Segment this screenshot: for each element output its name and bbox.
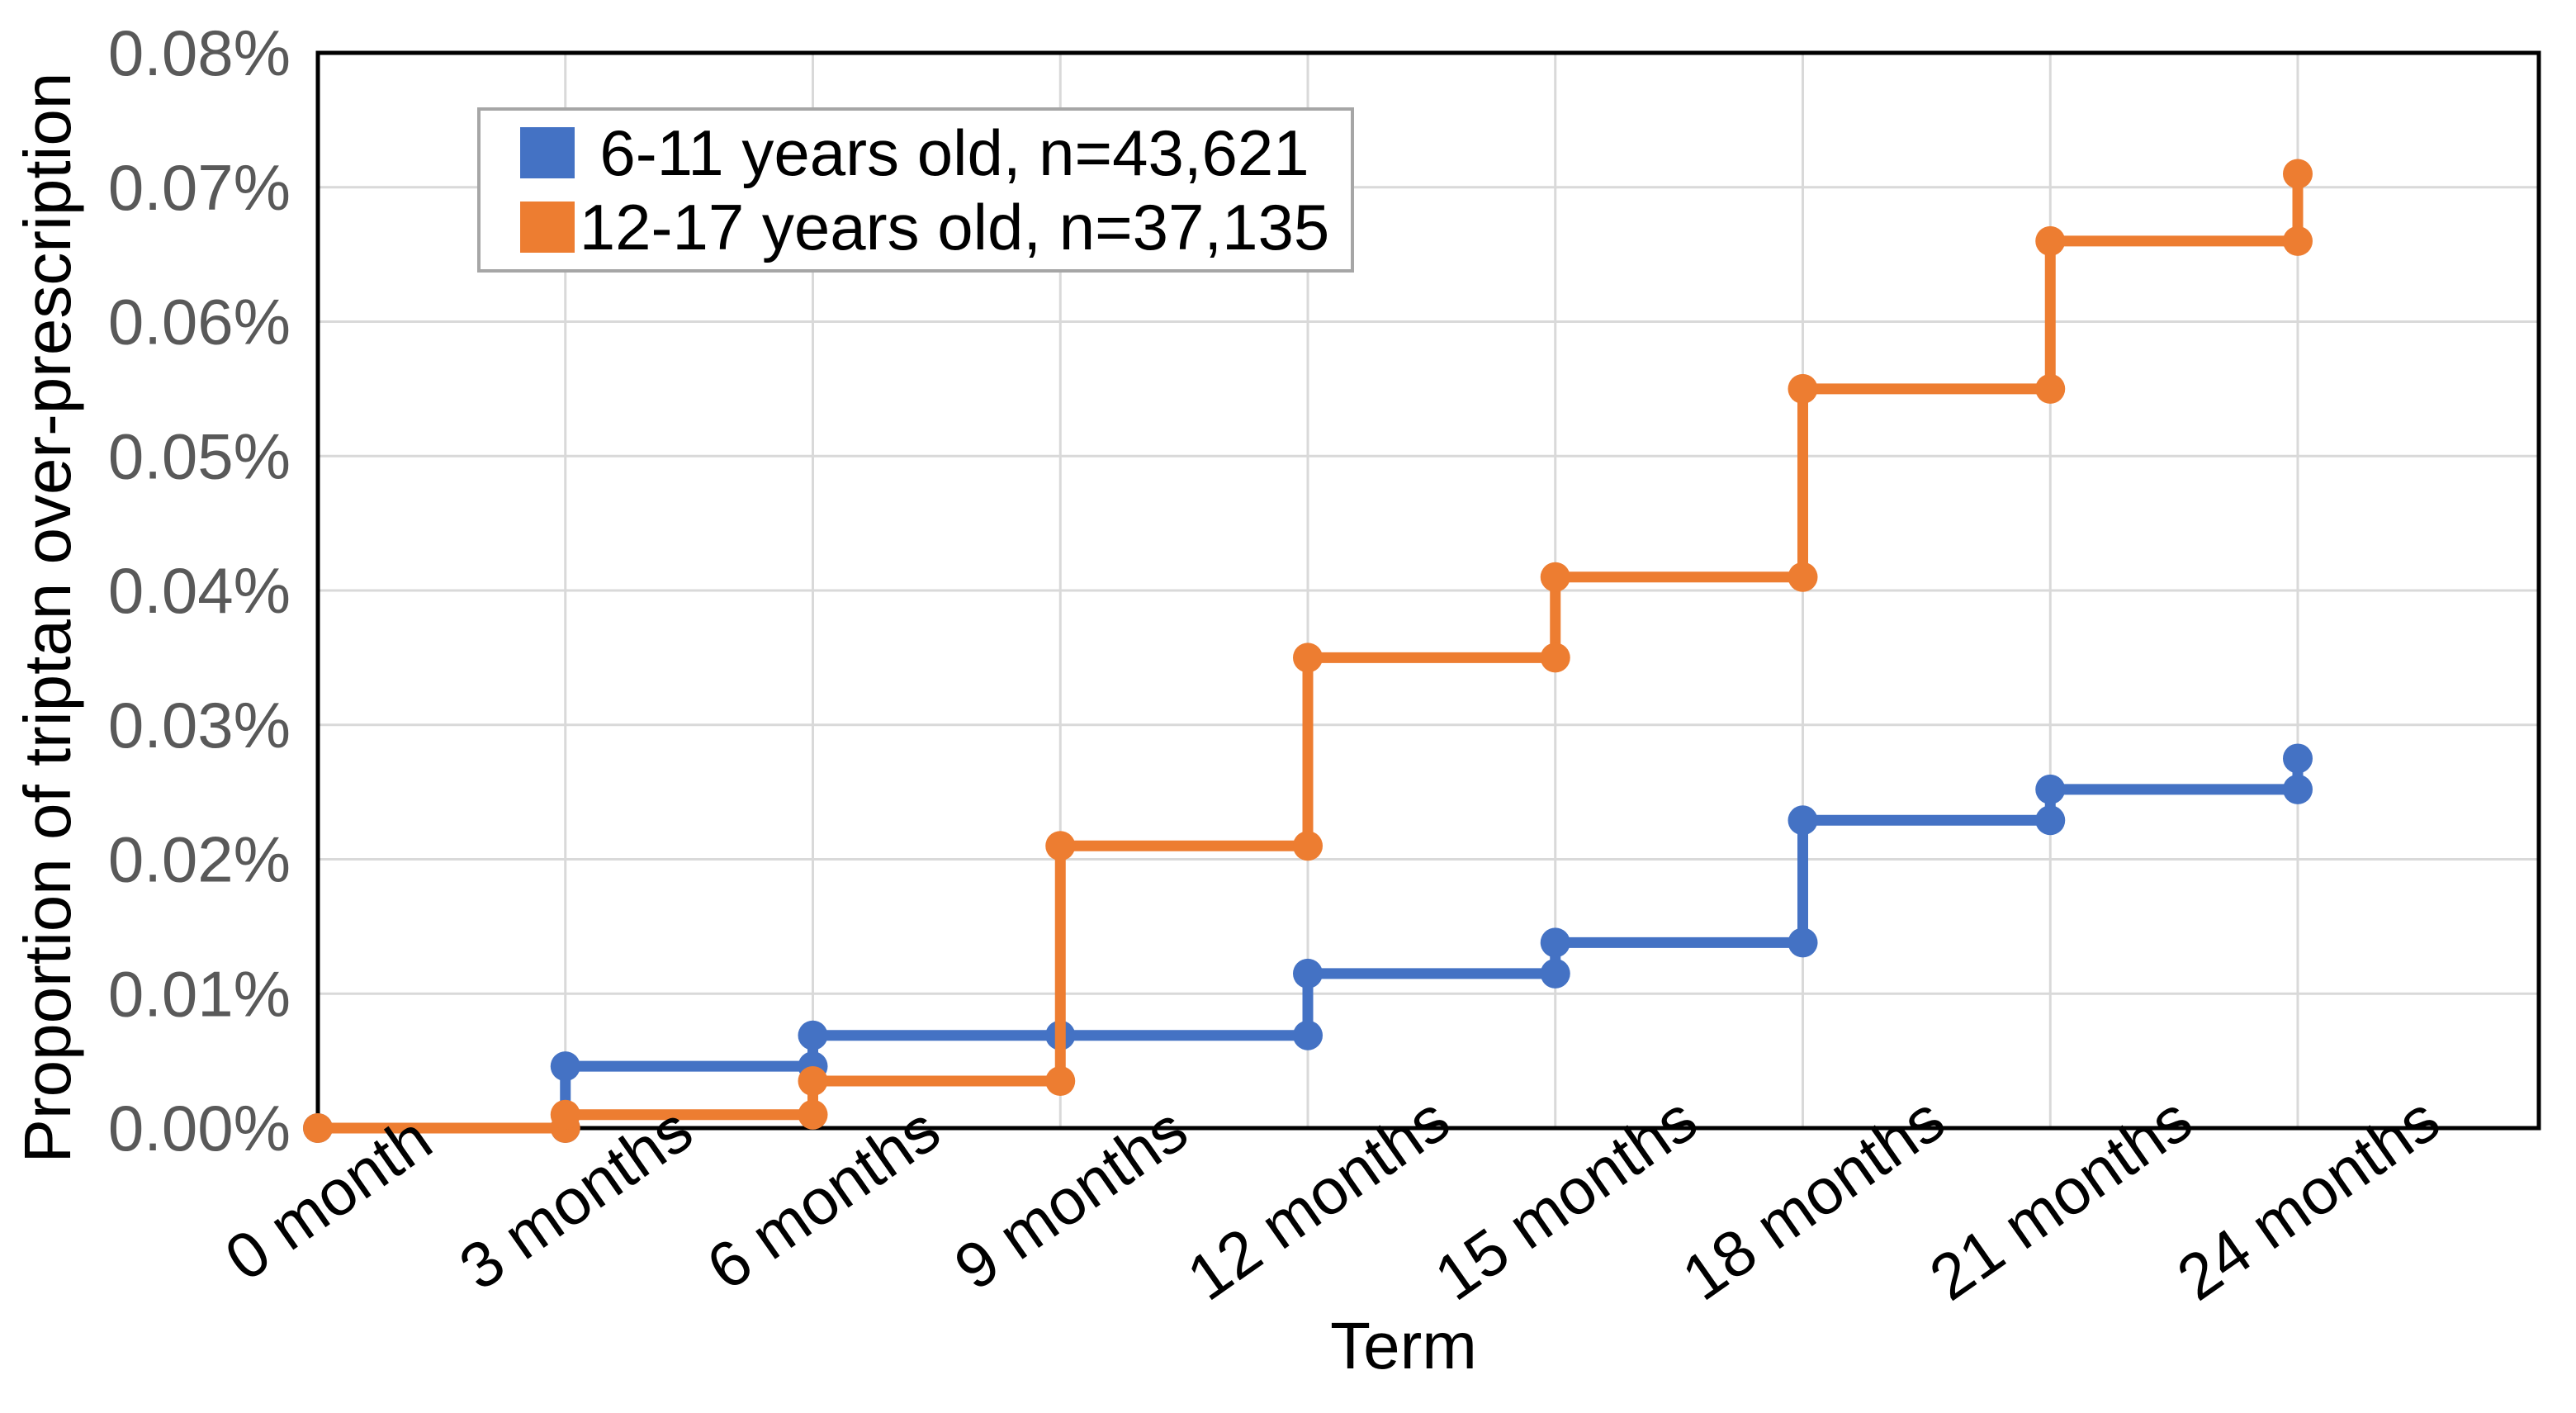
y-axis-title: Proportion of triptan over-prescription (11, 72, 84, 1164)
legend: 6-11 years old, n=43,621 12-17 years old… (477, 107, 1354, 273)
series-marker-0 (1540, 927, 1570, 958)
series-marker-1 (2283, 225, 2313, 256)
legend-label-12-17: 12-17 years old, n=37,135 (579, 191, 1330, 263)
series-marker-1 (303, 1113, 333, 1143)
series-marker-1 (798, 1066, 828, 1097)
series-marker-0 (2035, 805, 2066, 836)
series-marker-1 (2035, 225, 2066, 256)
y-tick-label: 0.02% (108, 823, 291, 896)
series-marker-1 (798, 1099, 828, 1130)
x-tick-label: 24 months (2164, 1082, 2452, 1314)
legend-swatch-12-17-icon (520, 202, 575, 253)
series-marker-1 (1293, 831, 1323, 861)
x-tick-label: 12 months (1174, 1082, 1462, 1314)
series-marker-0 (550, 1051, 580, 1082)
legend-swatch-6-11-icon (520, 127, 575, 178)
x-tick-label: 18 months (1669, 1082, 1958, 1314)
series-marker-0 (2283, 774, 2313, 804)
series-line-0 (312, 752, 2304, 1134)
y-tick-label: 0.04% (108, 554, 291, 627)
series-marker-1 (1788, 373, 1818, 404)
series-marker-1 (1788, 562, 1818, 592)
series-marker-1 (1045, 1066, 1076, 1097)
series-marker-1 (2283, 159, 2313, 189)
series-marker-1 (2035, 373, 2066, 404)
legend-label-6-11: 6-11 years old, n=43,621 (599, 116, 1309, 189)
y-tick-label: 0.05% (108, 420, 291, 492)
series-marker-0 (2283, 743, 2313, 774)
x-axis-title: Term (1330, 1309, 1477, 1382)
y-tick-label: 0.08% (108, 17, 291, 89)
y-tick-label: 0.03% (108, 689, 291, 761)
legend-item-12-17: 12-17 years old, n=37,135 (520, 190, 1334, 264)
x-tick-label: 15 months (1422, 1082, 1710, 1314)
series-marker-1 (1293, 642, 1323, 673)
plot-border (315, 50, 2541, 1131)
series-marker-1 (1540, 562, 1570, 592)
legend-item-6-11: 6-11 years old, n=43,621 (520, 116, 1334, 190)
series-marker-0 (2035, 774, 2066, 804)
series-marker-0 (1293, 1020, 1323, 1050)
x-tick-label: 21 months (1916, 1082, 2204, 1314)
series-marker-1 (1045, 831, 1076, 861)
series-marker-1 (1540, 642, 1570, 673)
series-marker-0 (1293, 958, 1323, 989)
y-tick-label: 0.01% (108, 957, 291, 1030)
series-marker-0 (1788, 927, 1818, 958)
y-tick-label: 0.00% (108, 1092, 291, 1164)
series-marker-0 (1788, 805, 1818, 836)
y-tick-label: 0.06% (108, 286, 291, 358)
series-marker-0 (1540, 958, 1570, 989)
series-marker-0 (798, 1020, 828, 1050)
y-tick-label: 0.07% (108, 151, 291, 224)
x-tick-label: 9 months (941, 1093, 1200, 1304)
series-marker-1 (550, 1099, 580, 1130)
